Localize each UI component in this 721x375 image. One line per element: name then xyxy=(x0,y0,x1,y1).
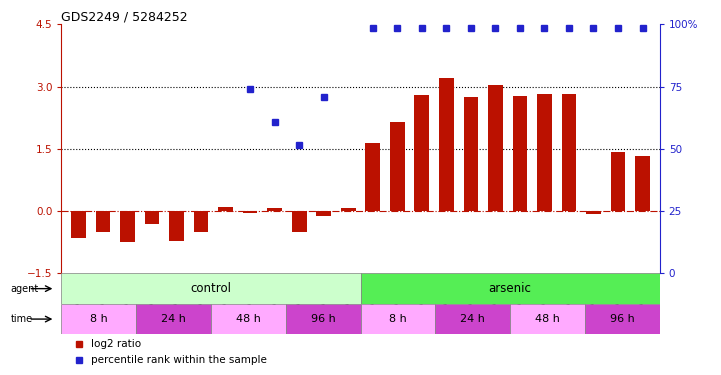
Text: 96 h: 96 h xyxy=(610,314,634,324)
Bar xyxy=(585,304,660,334)
Text: control: control xyxy=(190,282,231,295)
Text: time: time xyxy=(10,314,32,324)
Bar xyxy=(415,95,429,211)
Bar xyxy=(286,304,360,334)
Bar xyxy=(562,94,576,211)
Bar xyxy=(488,84,503,211)
Text: 24 h: 24 h xyxy=(460,314,485,324)
Text: arsenic: arsenic xyxy=(489,282,531,295)
Bar xyxy=(292,211,306,232)
Bar xyxy=(96,211,110,232)
Text: 48 h: 48 h xyxy=(535,314,560,324)
Text: 8 h: 8 h xyxy=(389,314,407,324)
Bar xyxy=(439,78,454,211)
Bar xyxy=(510,304,585,334)
Bar xyxy=(169,211,184,241)
Bar xyxy=(120,211,135,242)
Bar xyxy=(366,142,380,211)
Text: percentile rank within the sample: percentile rank within the sample xyxy=(91,355,267,365)
Bar xyxy=(194,211,208,232)
Text: GDS2249 / 5284252: GDS2249 / 5284252 xyxy=(61,10,188,23)
Bar xyxy=(145,211,159,223)
Bar xyxy=(635,156,650,211)
Bar xyxy=(586,211,601,214)
Bar xyxy=(211,304,286,334)
Bar xyxy=(435,304,510,334)
Bar xyxy=(136,304,211,334)
Bar xyxy=(390,122,404,211)
Bar xyxy=(218,207,233,211)
Bar xyxy=(61,273,360,304)
Text: log2 ratio: log2 ratio xyxy=(91,339,141,349)
Bar xyxy=(464,97,478,211)
Text: 8 h: 8 h xyxy=(90,314,107,324)
Text: 24 h: 24 h xyxy=(161,314,186,324)
Bar xyxy=(360,304,435,334)
Bar xyxy=(61,304,136,334)
Bar xyxy=(317,211,331,216)
Bar xyxy=(267,208,282,211)
Bar xyxy=(243,211,257,213)
Bar xyxy=(611,152,625,211)
Bar xyxy=(537,94,552,211)
Bar xyxy=(341,208,355,211)
Text: agent: agent xyxy=(10,284,39,294)
Bar xyxy=(71,211,86,238)
Bar xyxy=(513,96,527,211)
Text: 96 h: 96 h xyxy=(311,314,335,324)
Bar xyxy=(360,273,660,304)
Text: 48 h: 48 h xyxy=(236,314,261,324)
